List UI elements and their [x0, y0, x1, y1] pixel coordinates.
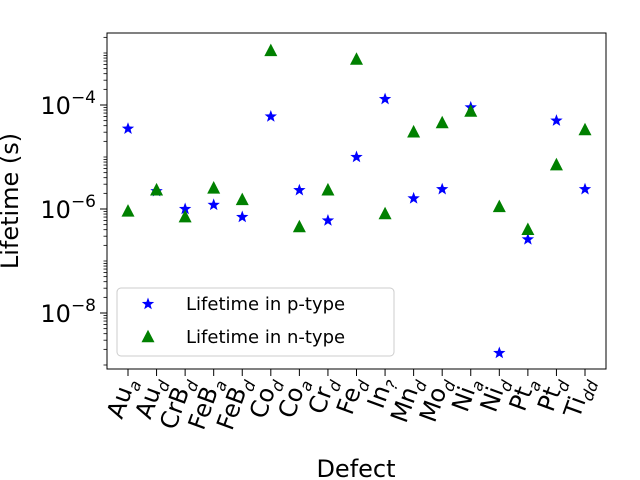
p-type-point	[378, 92, 392, 105]
n-type-point	[207, 181, 221, 194]
p-type-point	[550, 114, 563, 126]
data-marks	[121, 43, 592, 359]
n-type-point	[407, 124, 421, 138]
y-tick-label: 10−6	[40, 192, 96, 224]
p-type-point	[178, 202, 192, 215]
legend-triangle-icon	[141, 329, 155, 343]
x-axis: AuaAudCrBdFeBaFeBdCodCoaCrdFedIn?MndModN…	[101, 369, 603, 434]
n-type-point	[235, 192, 249, 206]
p-type-point	[236, 210, 249, 223]
p-type-point	[407, 191, 420, 204]
legend-label: Lifetime in n-type	[186, 327, 345, 348]
legend-star-icon	[141, 297, 155, 310]
n-type-point	[264, 43, 278, 57]
n-type-point	[150, 182, 164, 196]
p-type-point	[521, 232, 535, 245]
p-type-point	[264, 110, 277, 122]
y-tick-label: 10−8	[40, 296, 96, 328]
n-type-point	[178, 209, 192, 223]
p-type-point	[493, 346, 506, 359]
n-type-point	[521, 222, 535, 235]
n-type-point	[578, 122, 592, 136]
y-tick-label: 10−4	[40, 88, 96, 120]
n-type-point	[121, 204, 135, 217]
n-type-point	[350, 52, 363, 65]
p-type-point	[436, 182, 449, 195]
p-type-point	[207, 198, 220, 211]
p-type-point	[321, 214, 335, 226]
x-tick-label: Tidd	[558, 373, 603, 424]
legend-label: Lifetime in p-type	[186, 294, 345, 315]
legend-box	[116, 287, 395, 357]
p-type-point	[350, 150, 363, 163]
legend: Lifetime in p-type Lifetime in n-type	[116, 287, 395, 357]
n-type-point	[378, 206, 392, 220]
p-type-point	[293, 183, 306, 196]
p-type-point	[121, 122, 135, 134]
n-type-point	[321, 182, 335, 196]
y-axis: 10−4 10−6 10−8	[40, 36, 107, 366]
x-axis-title: Defect	[316, 455, 395, 480]
n-type-point	[435, 115, 449, 129]
n-type-point	[492, 199, 506, 213]
n-type-point	[464, 104, 478, 117]
n-type-point	[549, 157, 563, 171]
p-type-point	[578, 182, 592, 195]
y-axis-title: Lifetime (s)	[0, 133, 24, 269]
n-type-point	[292, 219, 306, 233]
